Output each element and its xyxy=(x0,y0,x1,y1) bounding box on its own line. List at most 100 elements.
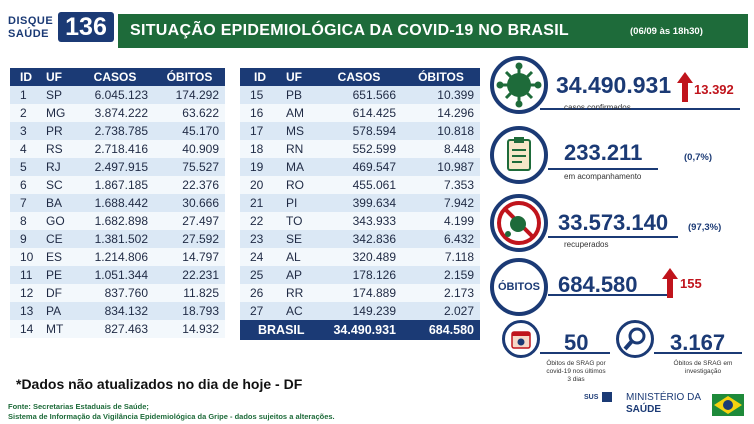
state-uf: ES xyxy=(40,248,76,266)
logo-number: 136 xyxy=(58,12,114,42)
state-cases: 320.489 xyxy=(316,248,402,266)
state-deaths: 10.399 xyxy=(402,86,480,104)
state-uf: AC xyxy=(280,302,316,320)
title-banner: SITUAÇÃO EPIDEMIOLÓGICA DA COVID-19 NO B… xyxy=(118,14,748,48)
srag-label-line: 3 dias xyxy=(567,376,585,383)
table-row: 16 AM 614.425 14.296 xyxy=(240,104,480,122)
state-uf: MG xyxy=(40,104,76,122)
state-uf: MS xyxy=(280,122,316,140)
state-deaths: 14.296 xyxy=(402,104,480,122)
state-id: 9 xyxy=(10,230,40,248)
col-deaths: ÓBITOS xyxy=(402,68,480,86)
state-id: 26 xyxy=(240,284,280,302)
table-row: 6 SC 1.867.185 22.376 xyxy=(10,176,225,194)
state-deaths: 30.666 xyxy=(154,194,225,212)
source-note: Fonte: Secretarias Estaduais de Saúde; S… xyxy=(8,402,335,422)
state-uf: PR xyxy=(40,122,76,140)
divider xyxy=(654,352,742,354)
col-id: ID xyxy=(10,68,40,86)
state-deaths: 8.448 xyxy=(402,140,480,158)
cross-icon xyxy=(602,392,613,402)
col-uf: UF xyxy=(40,68,76,86)
state-cases: 174.889 xyxy=(316,284,402,302)
table-row: 25 AP 178.126 2.159 xyxy=(240,266,480,284)
investigation-icon-circle xyxy=(616,320,654,358)
investigation-label: Óbitos de SRAG em investigação xyxy=(660,360,746,376)
flag-shape xyxy=(714,396,742,414)
state-uf: RR xyxy=(280,284,316,302)
state-id: 11 xyxy=(10,266,40,284)
ministry-logo: MINISTÉRIO DA SAÚDE xyxy=(626,392,701,416)
state-id: 12 xyxy=(10,284,40,302)
state-deaths: 75.527 xyxy=(154,158,225,176)
state-uf: DF xyxy=(40,284,76,302)
table-row: 26 RR 174.889 2.173 xyxy=(240,284,480,302)
table-row: 4 RS 2.718.416 40.909 xyxy=(10,140,225,158)
state-cases: 6.045.123 xyxy=(76,86,154,104)
table-row: 17 MS 578.594 10.818 xyxy=(240,122,480,140)
state-cases: 178.126 xyxy=(316,266,402,284)
state-cases: 651.566 xyxy=(316,86,402,104)
state-id: 8 xyxy=(10,212,40,230)
table-row: 20 RO 455.061 7.353 xyxy=(240,176,480,194)
state-cases: 2.718.416 xyxy=(76,140,154,158)
state-id: 6 xyxy=(10,176,40,194)
deaths-circle-label: ÓBITOS xyxy=(498,281,540,293)
state-deaths: 10.987 xyxy=(402,158,480,176)
magnifier-icon xyxy=(623,327,646,351)
confirmed-value: 34.490.931 xyxy=(556,72,672,98)
state-deaths: 14.932 xyxy=(154,320,225,338)
divider xyxy=(548,294,668,296)
recovered-pct: (97,3%) xyxy=(688,222,722,233)
source-line2: Sistema de Informação da Vigilância Epid… xyxy=(8,412,335,421)
state-id: 2 xyxy=(10,104,40,122)
state-id: 20 xyxy=(240,176,280,194)
no-virus-icon xyxy=(497,201,541,245)
col-deaths: ÓBITOS xyxy=(154,68,225,86)
divider xyxy=(540,352,610,354)
state-cases: 827.463 xyxy=(76,320,154,338)
state-cases: 614.425 xyxy=(316,104,402,122)
total-row: BRASIL 34.490.931 684.580 xyxy=(240,320,480,340)
page-title: SITUAÇÃO EPIDEMIOLÓGICA DA COVID-19 NO B… xyxy=(130,22,570,39)
state-uf: SP xyxy=(40,86,76,104)
state-id: 17 xyxy=(240,122,280,140)
table-row: 13 PA 834.132 18.793 xyxy=(10,302,225,320)
state-cases: 3.874.222 xyxy=(76,104,154,122)
state-uf: TO xyxy=(280,212,316,230)
state-deaths: 6.432 xyxy=(402,230,480,248)
state-cases: 1.051.344 xyxy=(76,266,154,284)
state-uf: AP xyxy=(280,266,316,284)
states-table-left: ID UF CASOS ÓBITOS 1 SP 6.045.123 174.292 2 M… xyxy=(10,68,225,338)
state-deaths: 27.497 xyxy=(154,212,225,230)
confirmed-label: casos confirmados xyxy=(564,103,631,112)
table-row: 21 PI 399.634 7.942 xyxy=(240,194,480,212)
table-row: 1 SP 6.045.123 174.292 xyxy=(10,86,225,104)
deaths-value: 684.580 xyxy=(558,272,638,297)
investigation-value: 3.167 xyxy=(670,330,726,355)
state-deaths: 63.622 xyxy=(154,104,225,122)
recovered-icon-circle xyxy=(490,194,548,252)
state-id: 10 xyxy=(10,248,40,266)
state-cases: 342.836 xyxy=(316,230,402,248)
ministry-line2: SAÚDE xyxy=(626,404,662,415)
col-cases: CASOS xyxy=(76,68,154,86)
state-uf: GO xyxy=(40,212,76,230)
state-deaths: 18.793 xyxy=(154,302,225,320)
state-id: 14 xyxy=(10,320,40,338)
state-uf: MT xyxy=(40,320,76,338)
report-date: (06/09 às 18h30) xyxy=(630,26,703,37)
state-id: 25 xyxy=(240,266,280,284)
state-cases: 343.933 xyxy=(316,212,402,230)
col-cases: CASOS xyxy=(316,68,402,86)
state-cases: 1.688.442 xyxy=(76,194,154,212)
state-cases: 1.381.502 xyxy=(76,230,154,248)
table-row: 22 TO 343.933 4.199 xyxy=(240,212,480,230)
state-cases: 834.132 xyxy=(76,302,154,320)
state-uf: PI xyxy=(280,194,316,212)
state-cases: 2.497.915 xyxy=(76,158,154,176)
state-deaths: 7.353 xyxy=(402,176,480,194)
state-deaths: 27.592 xyxy=(154,230,225,248)
state-deaths: 22.231 xyxy=(154,266,225,284)
state-cases: 837.760 xyxy=(76,284,154,302)
